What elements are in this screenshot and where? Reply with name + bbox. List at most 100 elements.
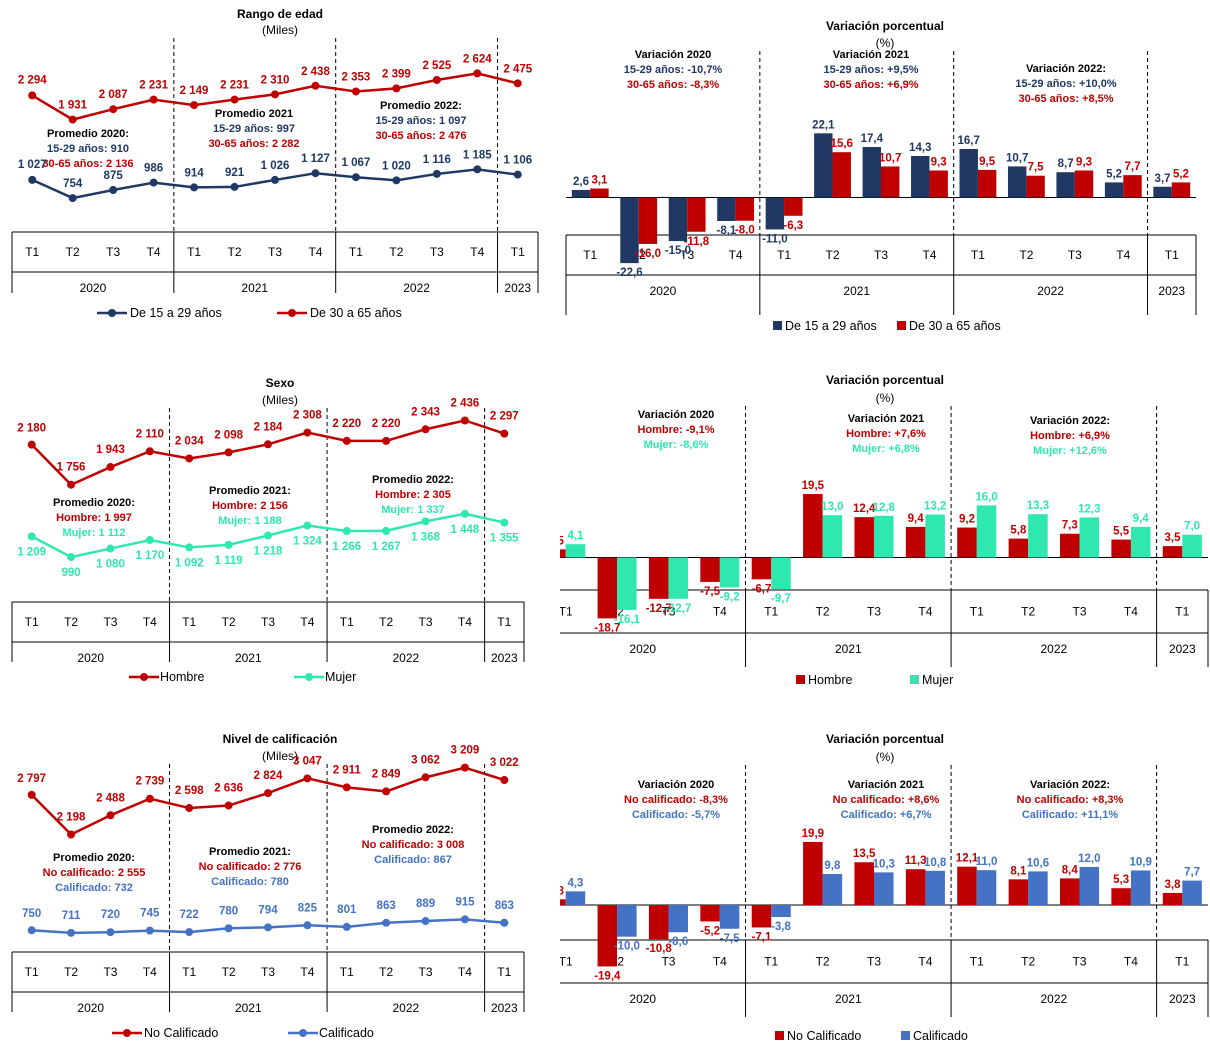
chart-calificacion-variacion: Variación porcentual (%) 2020 2021 2022 2023 T… xyxy=(560,700,1210,1043)
year-label: 2022 xyxy=(1040,642,1067,656)
annotation-line: Variación 2022: xyxy=(1030,779,1110,791)
quarter-label: T3 xyxy=(867,605,881,619)
quarter-label: T4 xyxy=(1116,248,1130,262)
data-point xyxy=(145,926,154,935)
data-label: 7,3 xyxy=(1062,520,1078,532)
annotation-line: Hombre: 2 305 xyxy=(375,489,451,501)
data-label: -7,5 xyxy=(720,933,740,945)
annotation-line: Variación 2021 xyxy=(833,49,909,61)
legend-bar-swatch xyxy=(796,675,805,684)
annotation-line: 15-29 años: +9,5% xyxy=(823,64,918,76)
data-label: 5,2 xyxy=(1106,168,1122,180)
bar xyxy=(1074,170,1094,198)
annotation-line: 15-29 años: 997 xyxy=(213,123,295,135)
quarter-label: T3 xyxy=(103,615,117,629)
data-point xyxy=(500,518,509,527)
quarter-label: T4 xyxy=(918,605,932,619)
bar xyxy=(1028,871,1048,905)
chart-edad-miles: Rango de edad (Miles) 2020 2021 2022 2023 T1 T2… xyxy=(0,0,560,340)
annotation-line: Mujer: 1 188 xyxy=(218,515,282,527)
data-label: -18,7 xyxy=(594,622,620,634)
annotation-line: Mujer: 1 112 xyxy=(63,527,126,539)
annotation-line: 30-65 años: 2 136 xyxy=(42,158,133,170)
bar xyxy=(617,557,637,610)
data-label: 794 xyxy=(258,904,278,916)
annotation-line: No calificado: +8,3% xyxy=(1017,794,1124,806)
annotation-line: Variación 2022: xyxy=(1026,63,1106,75)
data-point xyxy=(500,775,509,784)
legend-bar-swatch xyxy=(773,321,782,330)
quarter-label: T1 xyxy=(497,965,511,979)
data-label: 12,0 xyxy=(1078,853,1100,865)
data-label: 16,0 xyxy=(975,491,997,503)
data-label: 7,0 xyxy=(1184,521,1200,533)
data-point xyxy=(230,182,239,191)
data-point xyxy=(303,521,312,530)
data-label: 2 034 xyxy=(175,435,204,447)
data-label: -16,0 xyxy=(635,248,661,260)
bar xyxy=(719,557,740,588)
chart-title: Variación porcentual xyxy=(826,19,944,33)
data-label: 875 xyxy=(104,170,124,182)
bar xyxy=(565,544,586,558)
bar xyxy=(1123,175,1142,198)
bar xyxy=(648,557,669,599)
quarter-label: T1 xyxy=(764,605,778,619)
data-point xyxy=(67,830,76,839)
quarter-label: T1 xyxy=(1165,248,1179,262)
quarter-label: T2 xyxy=(1019,248,1033,262)
annotation-line: No calificado: 2 776 xyxy=(199,861,302,873)
data-point xyxy=(224,924,233,933)
data-label: -8,1 xyxy=(716,225,736,237)
bar xyxy=(976,870,997,905)
data-label: -22,6 xyxy=(616,267,642,279)
annotation-line: Mujer: -8,6% xyxy=(644,439,709,451)
quarter-label: T1 xyxy=(25,615,39,629)
bar xyxy=(668,557,688,599)
quarter-label: T4 xyxy=(458,615,472,629)
quarter-label: T4 xyxy=(458,965,472,979)
chart-subtitle: (Miles) xyxy=(262,23,298,37)
data-label: -12,7 xyxy=(646,603,672,615)
annotation-line: Variación 2021 xyxy=(848,779,924,791)
data-point xyxy=(342,783,351,792)
year-label: 2023 xyxy=(491,1001,518,1015)
data-label: 1 027 xyxy=(18,159,47,171)
data-label: 722 xyxy=(180,909,199,921)
data-label: -9,2 xyxy=(720,591,740,603)
quarter-label: T4 xyxy=(308,245,322,259)
bar xyxy=(1060,878,1080,905)
annotation-line: Mujer: 1 337 xyxy=(381,504,445,516)
bar xyxy=(822,873,843,905)
data-label: 1 026 xyxy=(261,160,290,172)
data-label: 4,1 xyxy=(567,530,584,542)
bar xyxy=(1171,182,1191,198)
annotation-line: 15-29 años: 910 xyxy=(47,143,129,155)
legend-marker xyxy=(299,1029,307,1037)
data-label: 750 xyxy=(22,908,41,920)
data-label: 16,7 xyxy=(958,135,980,147)
quarter-label: T1 xyxy=(1175,605,1189,619)
data-point xyxy=(106,811,115,820)
data-label: 1 106 xyxy=(503,155,532,167)
year-label: 2021 xyxy=(235,651,262,665)
quarter-label: T1 xyxy=(182,615,196,629)
quarter-label: T4 xyxy=(918,955,932,969)
data-point xyxy=(264,923,272,932)
quarter-label: T2 xyxy=(826,248,840,262)
quarter-label: T3 xyxy=(103,965,117,979)
data-label: 5,5 xyxy=(1113,526,1130,538)
quarter-label: T3 xyxy=(430,245,444,259)
annotation-line: Variación 2020 xyxy=(635,49,711,61)
quarter-label: T3 xyxy=(867,955,881,969)
bar xyxy=(687,197,706,232)
data-point xyxy=(149,178,158,187)
bar xyxy=(905,869,926,905)
bar xyxy=(1182,880,1202,905)
quarter-label: T1 xyxy=(970,955,984,969)
annotation-line: Calificado: +6,7% xyxy=(841,809,932,821)
data-point xyxy=(392,84,401,93)
bar xyxy=(560,549,566,558)
bar xyxy=(1104,182,1124,198)
data-label: -10,8 xyxy=(646,943,673,955)
